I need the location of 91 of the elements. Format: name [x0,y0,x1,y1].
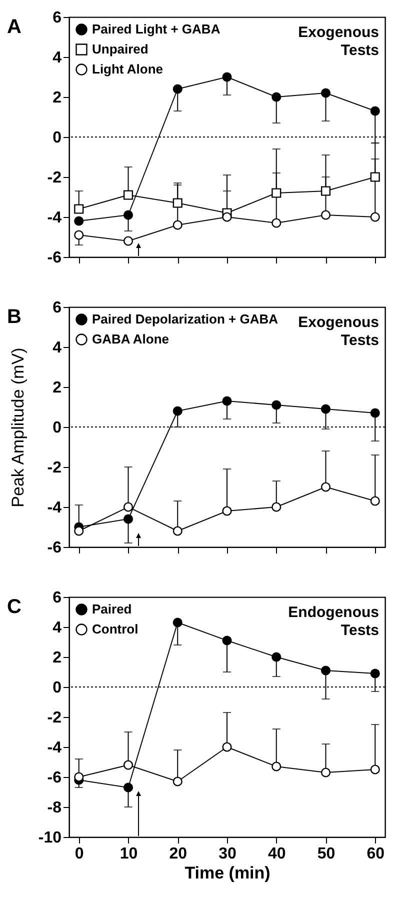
y-tick-label: 4 [52,50,62,66]
x-tick-label: 40 [268,846,286,862]
point [74,204,84,214]
point [370,764,380,774]
point [320,186,331,196]
point [74,772,84,782]
y-tick-label: 2 [52,380,62,396]
point [172,220,182,230]
point [123,514,134,524]
point [272,762,282,772]
point [320,88,331,98]
y-tick-label: 2 [52,90,62,106]
x-tick-label: 0 [74,846,84,862]
y-tick-label: -4 [47,500,62,516]
point [370,212,380,222]
y-tick-label: -6 [47,540,62,556]
y-tick-label: -4 [47,740,62,756]
point [320,482,331,492]
point [172,84,182,94]
point [272,400,282,410]
annotation: Exogenous Tests [298,314,379,349]
y-tick-label: -10 [38,830,62,846]
x-tick-label: 10 [120,846,138,862]
y-tick-label: -6 [47,770,62,786]
point [123,760,134,770]
point [370,668,380,678]
point [74,230,84,240]
point [370,496,380,506]
legend-label: Paired [92,602,132,616]
legend-label: Light Alone [92,62,164,76]
legend-label: Paired Depolarization + GABA [92,312,279,326]
y-tick-label: -8 [47,800,62,816]
point [370,408,380,418]
point [272,188,282,198]
point [172,526,182,536]
point [222,742,232,752]
point [222,396,232,406]
y-axis-title: Peak Amplitude (mV) [8,348,28,508]
y-tick-label: 4 [52,620,62,636]
y-tick-label: -2 [47,460,62,476]
point [222,212,232,222]
y-tick-label: -4 [47,210,62,226]
y-tick-label: 2 [52,650,62,666]
x-tick-label: 50 [317,846,336,862]
annotation: Exogenous Tests [298,24,379,59]
y-tick-label: -2 [47,710,62,726]
point [172,618,182,628]
y-tick-label: 6 [52,590,62,606]
y-tick-label: -2 [47,170,62,186]
legend-label: Control [92,622,138,636]
y-tick-label: 0 [52,130,62,146]
point [172,776,182,786]
point [272,92,282,102]
point [272,652,282,662]
y-tick-label: 6 [52,300,62,316]
chart-title: B [7,306,22,328]
annotation: Endogenous Tests [288,604,379,639]
point [222,72,232,82]
legend-label: Unpaired [92,42,148,56]
point [74,526,84,536]
chart-title: C [7,596,22,618]
y-tick-label: 6 [52,10,62,26]
x-tick-label: 60 [366,846,385,862]
point [172,198,182,208]
point [222,636,232,646]
point [370,106,380,116]
point [272,502,282,512]
legend-label: GABA Alone [92,332,170,346]
point [320,768,331,778]
y-tick-label: 0 [52,420,62,436]
point [74,216,84,226]
point [172,406,182,416]
point [320,666,331,676]
point [320,404,331,414]
y-tick-label: -6 [47,250,62,266]
point [123,210,134,220]
point [222,506,232,516]
y-tick-label: 0 [52,680,62,696]
x-axis-title: Time (min) [184,864,270,882]
x-tick-label: 30 [218,846,236,862]
y-tick-label: 4 [52,340,62,356]
point [123,782,134,792]
point [123,502,134,512]
legend-label: Paired Light + GABA [92,22,221,36]
chart-title: A [7,16,22,38]
point [123,190,134,200]
point [123,236,134,246]
point [272,218,282,228]
x-tick-label: 20 [169,846,188,862]
point [370,172,380,182]
point [320,210,331,220]
